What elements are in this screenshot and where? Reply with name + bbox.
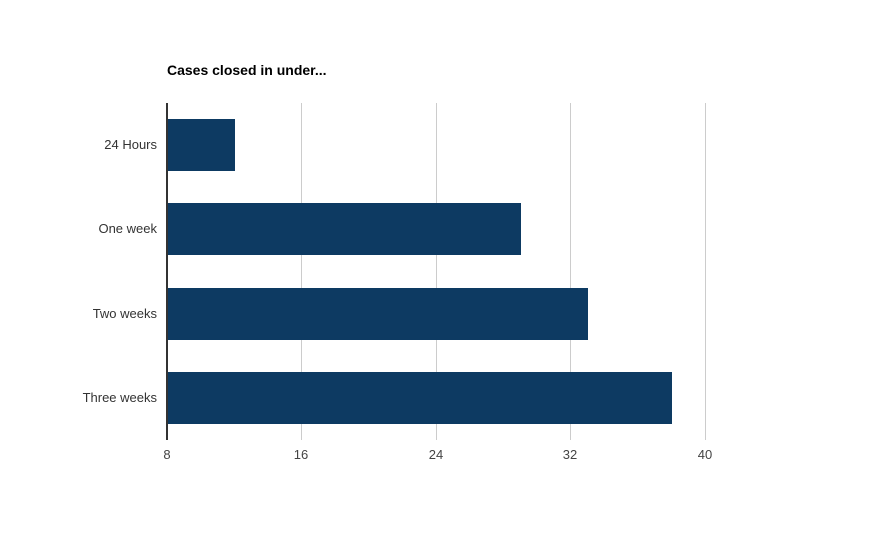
x-tick-label-40: 40 bbox=[697, 447, 713, 462]
category-axis-line bbox=[166, 103, 168, 440]
chart-title: Cases closed in under... bbox=[167, 62, 327, 78]
bar-24-hours[interactable] bbox=[168, 119, 235, 171]
y-category-label-24-hours: 24 Hours bbox=[104, 137, 157, 152]
x-tick-label-24: 24 bbox=[428, 447, 444, 462]
gridline-x-32 bbox=[570, 103, 571, 440]
x-tick-label-8: 8 bbox=[163, 447, 171, 462]
gridline-x-24 bbox=[436, 103, 437, 440]
x-tick-label-32: 32 bbox=[562, 447, 578, 462]
bar-three-weeks[interactable] bbox=[168, 372, 672, 424]
y-category-label-one-week: One week bbox=[98, 221, 157, 236]
x-tick-label-16: 16 bbox=[293, 447, 309, 462]
y-category-label-three-weeks: Three weeks bbox=[82, 390, 157, 405]
gridline-x-16 bbox=[301, 103, 302, 440]
gridline-x-40 bbox=[705, 103, 706, 440]
plot-area bbox=[166, 103, 772, 440]
bar-one-week[interactable] bbox=[168, 203, 521, 255]
bar-two-weeks[interactable] bbox=[168, 288, 588, 340]
y-category-label-two-weeks: Two weeks bbox=[92, 306, 157, 321]
